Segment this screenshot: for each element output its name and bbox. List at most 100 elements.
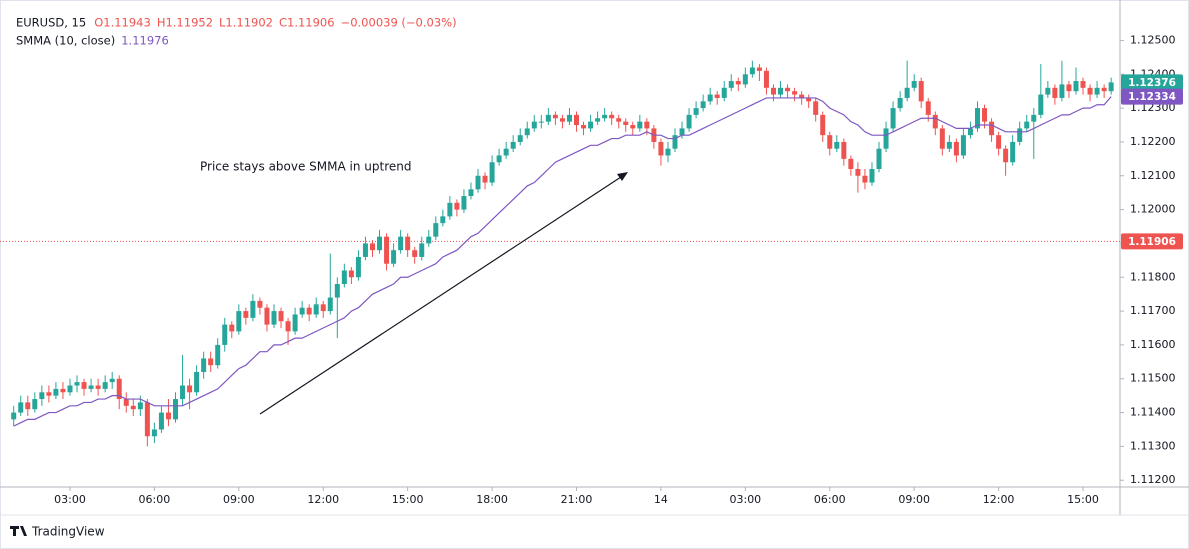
y-tick-label: 1.11200 (1130, 473, 1176, 486)
candle-body (151, 429, 157, 437)
candle-body (827, 135, 833, 149)
candle-body (545, 114, 551, 122)
x-tick-label: 06:00 (814, 493, 846, 506)
candle-body (566, 114, 572, 122)
smma-price-label-box (1121, 88, 1183, 105)
candle-body (341, 270, 347, 285)
annotation: Price stays above SMMA in uptrend (200, 160, 411, 174)
ohlc-value: C1.11906 (279, 16, 335, 30)
x-tick-label: 21:00 (561, 493, 593, 506)
last-price-label: 1.12376 (1128, 77, 1176, 89)
candle-body (630, 125, 636, 129)
candle-body (602, 114, 608, 119)
candle-body (996, 135, 1002, 149)
candle-body (862, 175, 868, 183)
candle-body (989, 121, 995, 136)
candle-body (53, 388, 59, 396)
indicator-name: SMMA (10, close) (16, 34, 115, 48)
candle-body (362, 243, 368, 257)
candle-body (88, 385, 94, 389)
candle-body (243, 311, 249, 318)
arrow-head (617, 172, 628, 181)
candle-body (531, 121, 537, 129)
candle-body (173, 399, 179, 420)
candle-body (616, 118, 622, 122)
candle-body (468, 189, 474, 197)
y-tick-label: 1.12200 (1130, 135, 1176, 148)
candle-body (369, 243, 375, 251)
candle-body (665, 148, 671, 156)
candle-body (510, 141, 516, 149)
candle-body (257, 300, 263, 308)
y-tick-label: 1.11800 (1130, 270, 1176, 283)
trend-arrow (259, 174, 625, 415)
candle-body (1108, 82, 1114, 92)
candle-body (391, 250, 397, 264)
candle-body (165, 412, 171, 420)
candle-body (447, 202, 453, 217)
candle-body (278, 311, 284, 322)
candle-body (327, 297, 333, 312)
candle-body (60, 388, 66, 393)
candle-body (1066, 84, 1072, 92)
candle-body (517, 135, 523, 142)
candle-body (609, 114, 615, 119)
y-tick-label: 1.12100 (1130, 169, 1176, 182)
candle-body (503, 148, 509, 156)
candle-body (1101, 87, 1107, 92)
candle-body (841, 141, 847, 159)
candle-body (95, 385, 101, 389)
candle-body (686, 114, 692, 129)
candle-body (918, 81, 924, 102)
candle-body (806, 97, 812, 102)
candle-body (552, 114, 558, 119)
indicator-value: 1.11976 (121, 34, 169, 48)
candle-body (1045, 87, 1051, 95)
candle-body (433, 223, 439, 237)
candle-body (960, 135, 966, 156)
candle-body (799, 94, 805, 98)
candle-body (967, 128, 973, 136)
ohlc-value: −0.00039 (−0.03%) (341, 16, 457, 30)
candle-body (405, 236, 411, 251)
candle-body (11, 412, 17, 420)
candle-body (1024, 121, 1030, 129)
candle-body (707, 94, 713, 102)
candle-body (637, 121, 643, 129)
legend: EURUSD, 15 SMMA (10, close) (16, 16, 115, 48)
brand-logo (10, 526, 27, 536)
candle-body (426, 236, 432, 244)
x-tick-label: 15:00 (1067, 493, 1099, 506)
ohlc-value: L1.11902 (219, 16, 273, 30)
candle-body (398, 236, 404, 251)
candle-body (974, 108, 980, 129)
candle-body (1087, 87, 1093, 95)
y-tick-label: 1.11500 (1130, 372, 1176, 385)
candle-body (208, 358, 214, 366)
candle-body (770, 87, 776, 95)
candle-body (194, 371, 200, 393)
candle-body (74, 382, 80, 386)
price-line-label-box (1121, 233, 1183, 250)
candle-body (81, 382, 87, 389)
y-tick-label: 1.11600 (1130, 338, 1176, 351)
candle-body (229, 324, 235, 332)
x-tick-label: 03:00 (54, 493, 86, 506)
candle-body (939, 128, 945, 149)
brand-name: TradingView (31, 525, 105, 539)
candle-body (785, 87, 791, 92)
candle-body (489, 162, 495, 183)
x-tick-label: 18:00 (476, 493, 508, 506)
y-tick-label: 1.11700 (1130, 304, 1176, 317)
candle-body (306, 307, 312, 315)
price-line-label: 1.11906 (1128, 236, 1176, 248)
candle-body (1052, 87, 1058, 98)
candle-body (524, 128, 530, 136)
candle-body (1080, 81, 1086, 88)
candle-body (742, 74, 748, 85)
plot (0, 60, 1120, 447)
y-tick-label: 1.12500 (1130, 33, 1176, 46)
candle-body (123, 399, 129, 406)
candle-body (728, 81, 734, 88)
candle-body (32, 399, 38, 410)
